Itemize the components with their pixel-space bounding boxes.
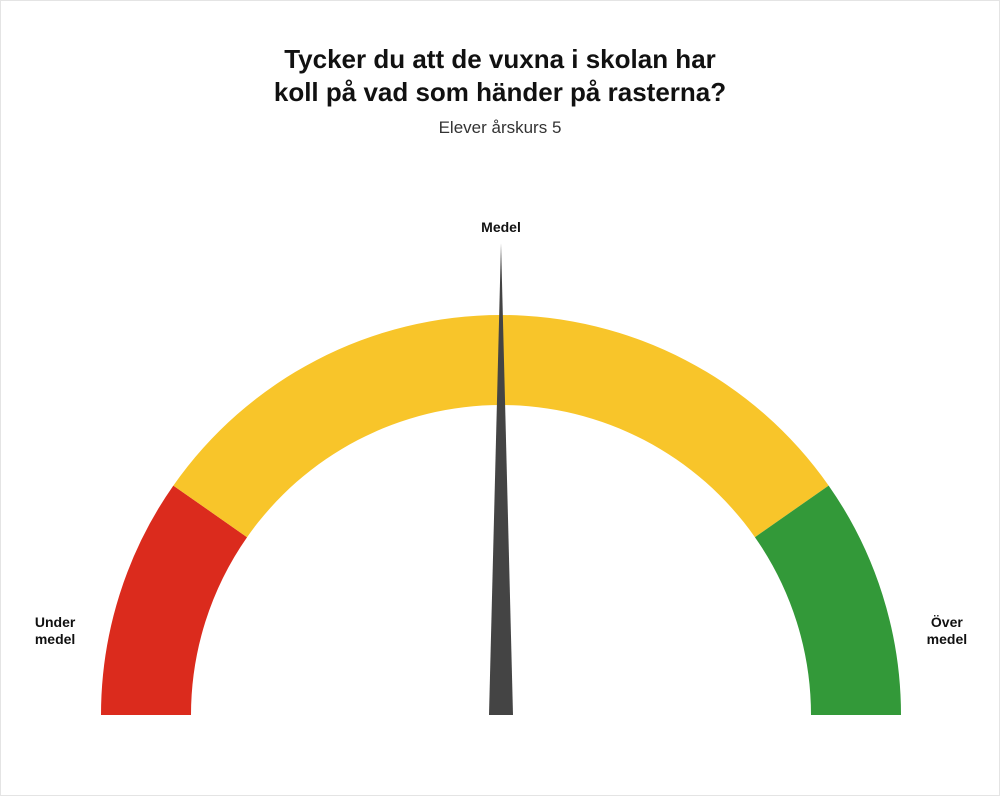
gauge-chart — [1, 1, 1000, 797]
gauge-needle — [489, 243, 513, 715]
chart-frame: Tycker du att de vuxna i skolan har koll… — [0, 0, 1000, 796]
